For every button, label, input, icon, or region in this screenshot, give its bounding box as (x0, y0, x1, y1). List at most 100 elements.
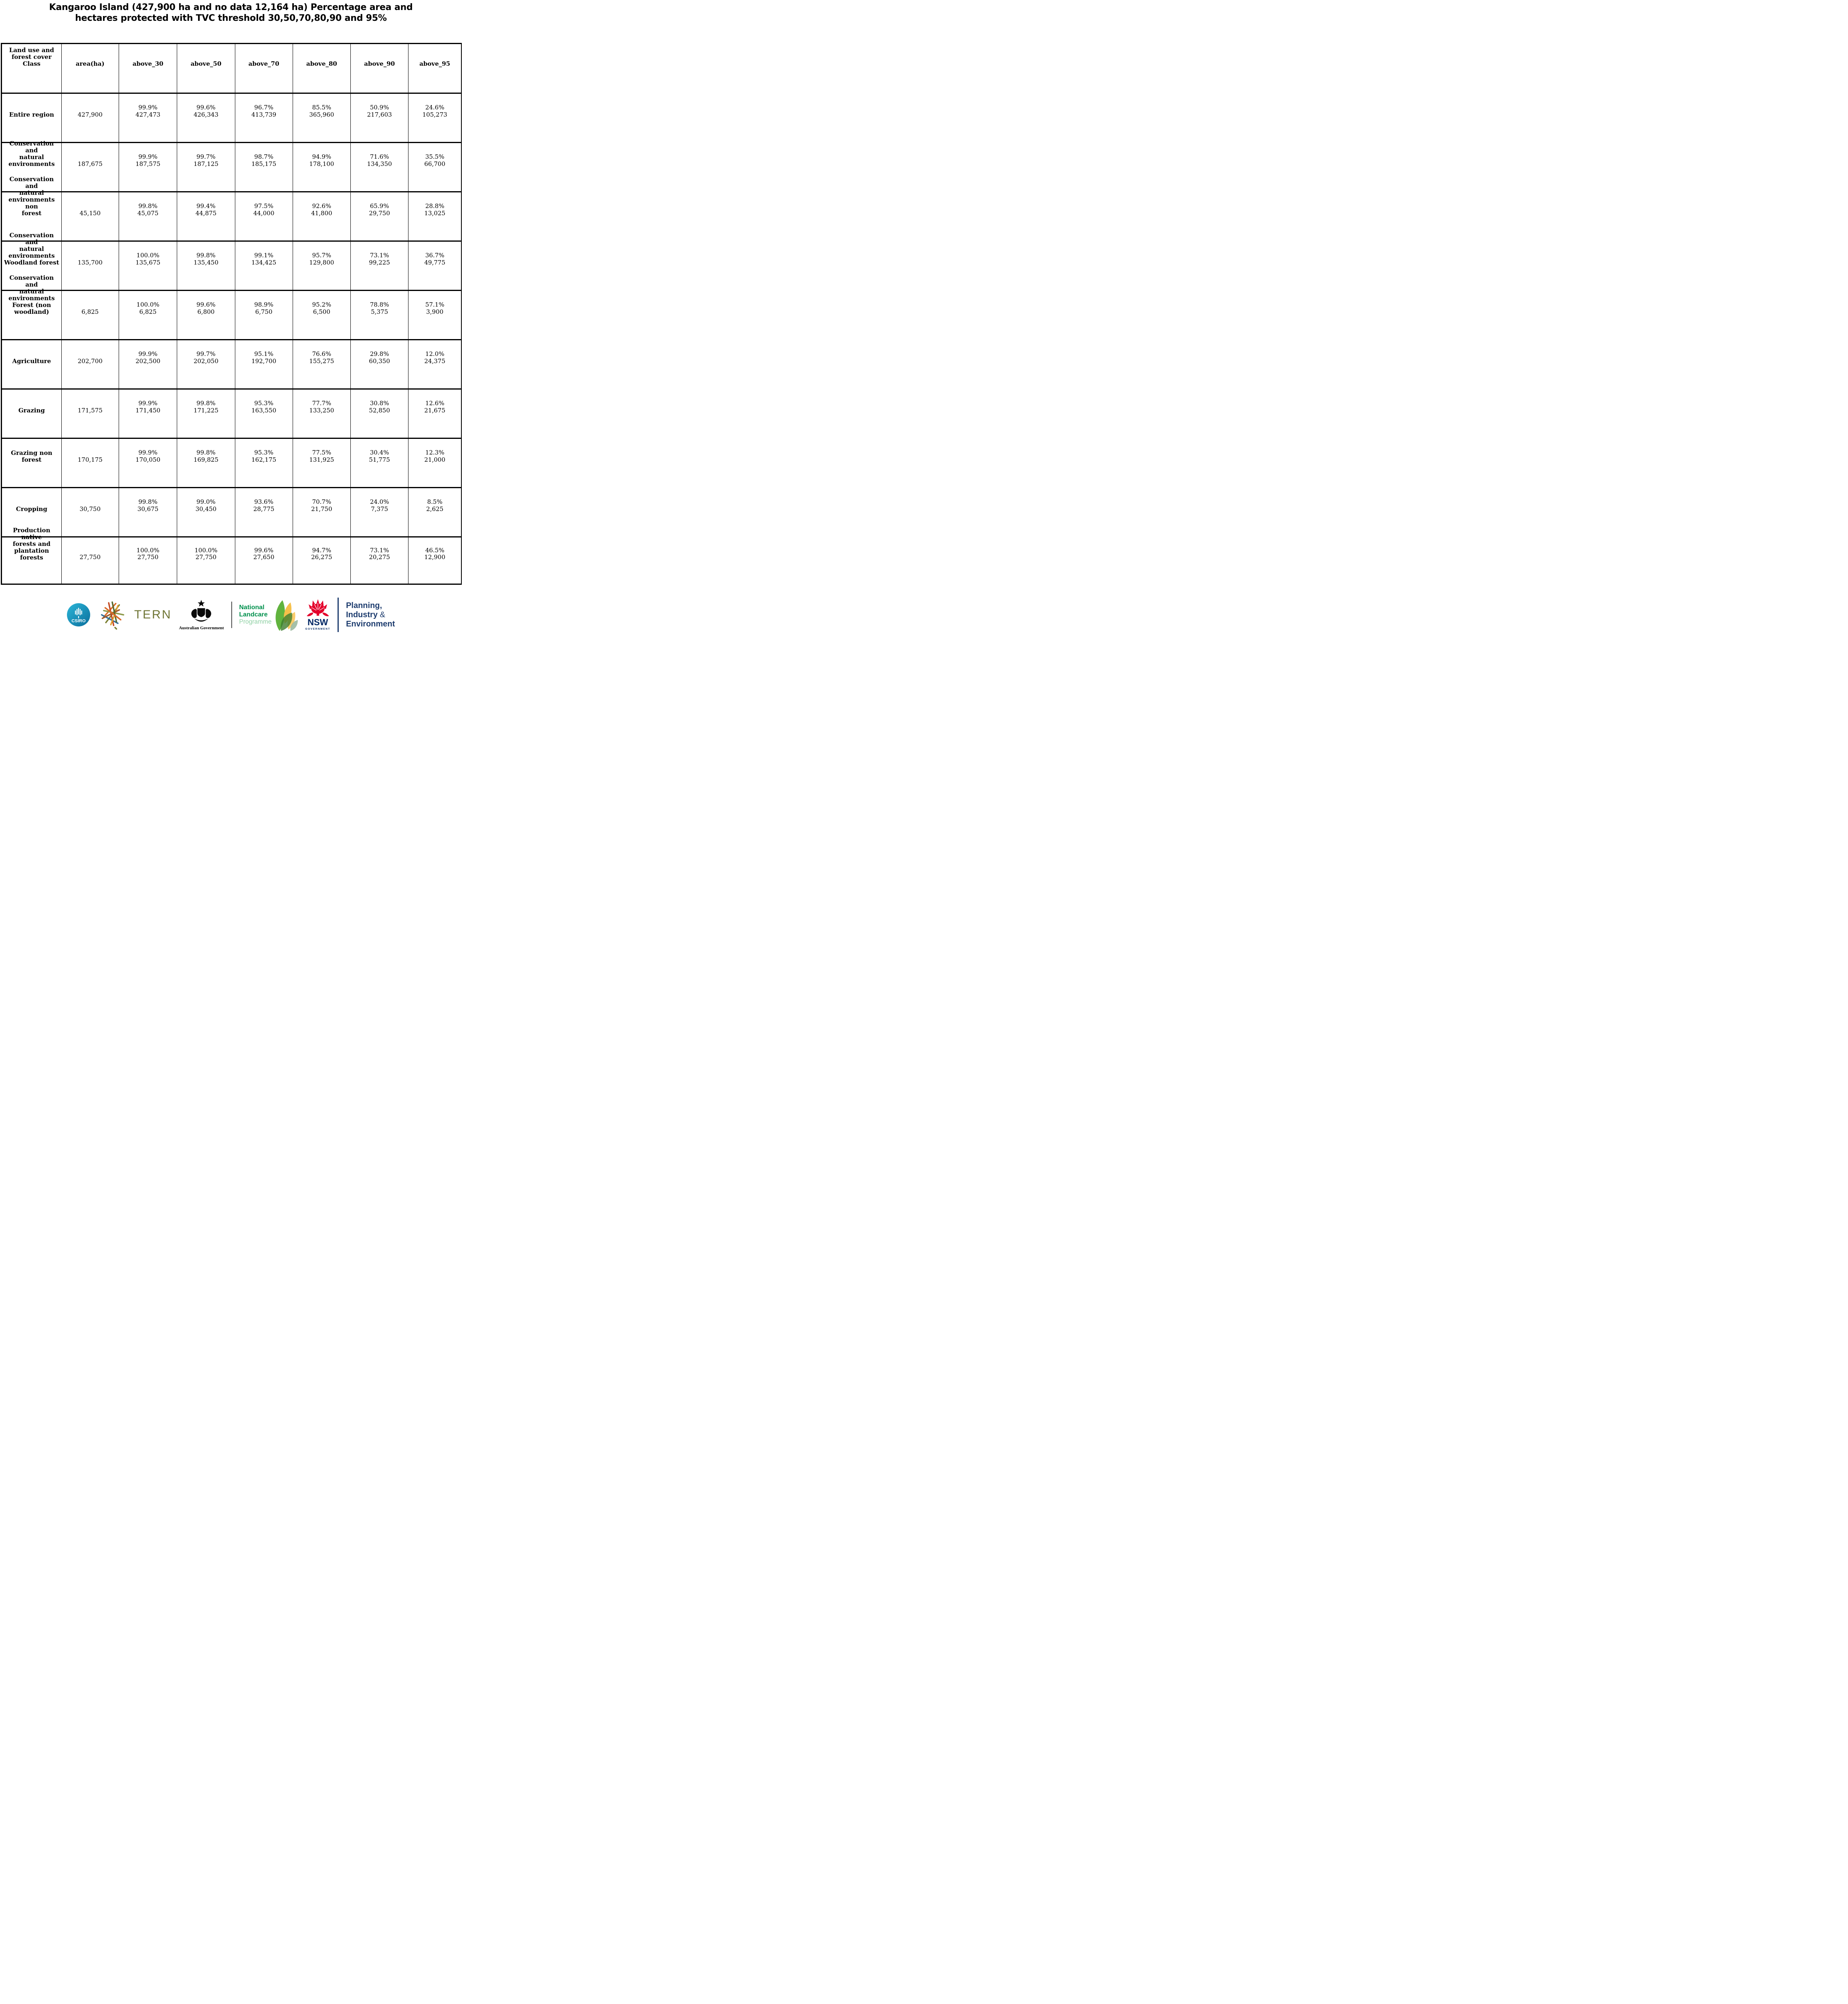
header-label: above_70 (248, 60, 279, 68)
hectares-value: 134,425 (251, 259, 277, 266)
data-table: Land use and forest cover Class area(ha)… (1, 43, 462, 585)
header-label: Land use and forest cover Class (9, 46, 54, 68)
table-row: Conservation and natural environments no… (2, 176, 461, 240)
threshold-values: 50.9% 217,603 (351, 104, 408, 118)
threshold-values: 96.7% 413,739 (236, 104, 292, 118)
header-cell-area: area(ha) (61, 44, 119, 93)
nsw-government-logo: NSW GOVERNMENT (305, 599, 330, 631)
percent-value: 70.7% (312, 498, 332, 506)
threshold-values: 29.8% 60,350 (351, 351, 408, 365)
hectares-value: 66,700 (424, 160, 445, 168)
percent-value: 99.9% (138, 449, 158, 457)
percent-value: 99.1% (254, 252, 273, 259)
row-label: Conservation and natural environments Wo… (4, 232, 59, 267)
landcare-line-landcare: Landcare (239, 611, 268, 618)
threshold-values: 12.3% 21,000 (409, 449, 461, 463)
area-value: 27,750 (79, 554, 101, 561)
percent-value: 99.8% (138, 202, 158, 210)
area-cell: 30,750 (61, 488, 119, 536)
hectares-value: 170,050 (135, 456, 161, 463)
table-header-row: Land use and forest cover Class area(ha)… (2, 44, 461, 93)
table-row: Entire region 427,900 99.9% 427,473 99.6% 426… (2, 93, 461, 142)
percent-value: 95.2% (312, 301, 332, 309)
header-cell-above-70: above_70 (235, 44, 293, 93)
threshold-values: 77.7% 133,250 (293, 400, 350, 414)
row-label-cell: Conservation and natural environments (2, 140, 61, 191)
hectares-value: 413,739 (251, 111, 277, 118)
threshold-values: 95.7% 129,800 (293, 252, 350, 266)
threshold-cell: 65.9% 29,750 (350, 192, 408, 240)
hectares-value: 60,350 (369, 357, 390, 365)
title-line-1: Kangaroo Island (427,900 ha and no data … (49, 2, 413, 12)
hectares-value: 52,850 (369, 406, 390, 414)
threshold-values: 95.3% 162,175 (236, 449, 292, 463)
hectares-value: 5,375 (371, 308, 388, 315)
hectares-value: 7,375 (371, 505, 388, 513)
threshold-cell: 30.8% 52,850 (350, 390, 408, 438)
tern-logo: TERN (97, 600, 172, 630)
area-value: 45,150 (79, 209, 101, 217)
hectares-value: 192,700 (251, 357, 277, 365)
australian-government-caption: Australian Government (179, 626, 224, 630)
percent-value: 46.5% (425, 546, 445, 554)
area-cell: 427,900 (61, 94, 119, 142)
percent-value: 94.7% (312, 546, 332, 554)
area-value: 6,825 (81, 308, 99, 315)
threshold-cell: 100.0% 135,675 (118, 242, 177, 290)
landcare-leaf-icon (275, 600, 298, 631)
row-label-cell: Grazing non forest (2, 439, 61, 487)
header-cell-class: Land use and forest cover Class (2, 44, 61, 93)
percent-value: 30.4% (370, 449, 389, 457)
percent-value: 97.5% (254, 202, 273, 210)
threshold-values: 100.0% 27,750 (119, 547, 176, 561)
threshold-values: 94.7% 26,275 (293, 547, 350, 561)
threshold-cell: 35.5% 66,700 (408, 143, 461, 191)
hectares-value: 20,275 (369, 554, 390, 561)
area-value: 427,900 (77, 111, 103, 118)
threshold-values: 57.1% 3,900 (409, 301, 461, 315)
threshold-values: 93.6% 28,775 (236, 499, 292, 513)
threshold-values: 99.9% 202,500 (119, 351, 176, 365)
pie-line-industry: Industry & (346, 610, 395, 620)
threshold-cell: 12.3% 21,000 (408, 439, 461, 487)
threshold-cell: 99.9% 202,500 (118, 340, 177, 388)
threshold-values: 99.1% 134,425 (236, 252, 292, 266)
threshold-cell: 77.5% 131,925 (292, 439, 350, 487)
percent-value: 8.5% (427, 498, 443, 506)
percent-value: 12.0% (425, 350, 445, 358)
area-value: 30,750 (79, 505, 101, 513)
percent-value: 85.5% (312, 104, 332, 111)
table-row: Conservation and natural environments Fo… (2, 275, 461, 339)
header-label: above_50 (190, 60, 222, 68)
threshold-values: 99.8% 135,450 (178, 252, 234, 266)
hectares-value: 171,450 (135, 406, 161, 414)
hectares-value: 51,775 (369, 456, 390, 463)
threshold-values: 100.0% 27,750 (178, 547, 234, 561)
hectares-value: 133,250 (309, 406, 334, 414)
percent-value: 100.0% (194, 546, 218, 554)
area-cell: 6,825 (61, 291, 119, 339)
threshold-values: 94.9% 178,100 (293, 154, 350, 168)
threshold-values: 100.0% 6,825 (119, 301, 176, 315)
threshold-cell: 85.5% 365,960 (292, 94, 350, 142)
threshold-cell: 73.1% 99,225 (350, 242, 408, 290)
threshold-values: 99.7% 187,125 (178, 154, 234, 168)
hectares-value: 27,650 (253, 554, 275, 561)
header-label: above_95 (419, 60, 451, 68)
percent-value: 95.7% (312, 252, 332, 259)
header-label: above_90 (364, 60, 395, 68)
tern-wordmark: TERN (134, 608, 172, 621)
percent-value: 99.6% (196, 301, 216, 309)
hectares-value: 21,675 (424, 406, 445, 414)
csiro-logo-icon: CSIRO (67, 603, 90, 626)
percent-value: 50.9% (370, 104, 389, 111)
threshold-values: 73.1% 20,275 (351, 547, 408, 561)
threshold-cell: 24.0% 7,375 (350, 488, 408, 536)
hectares-value: 217,603 (367, 111, 392, 118)
hectares-value: 105,273 (422, 111, 447, 118)
hectares-value: 135,675 (135, 259, 161, 266)
threshold-cell: 97.5% 44,000 (235, 192, 293, 240)
threshold-values: 99.6% 426,343 (178, 104, 234, 118)
hectares-value: 178,100 (309, 160, 334, 168)
area-cell: 171,575 (61, 390, 119, 438)
